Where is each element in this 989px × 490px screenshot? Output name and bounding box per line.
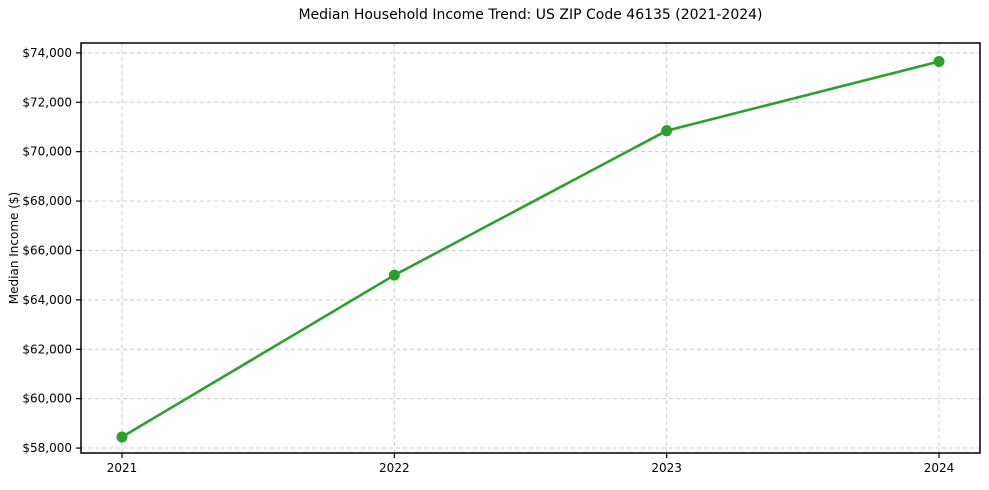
trend-line bbox=[120, 60, 941, 439]
y-tick-label: $64,000 bbox=[22, 293, 72, 307]
data-point-marker bbox=[116, 431, 128, 443]
y-tick-label: $58,000 bbox=[22, 441, 72, 455]
y-tick-label: $74,000 bbox=[22, 46, 72, 60]
y-tick-label: $62,000 bbox=[22, 342, 72, 356]
x-tick-label: 2022 bbox=[379, 461, 410, 475]
data-point-marker bbox=[388, 269, 400, 281]
y-tick-label: $70,000 bbox=[22, 145, 72, 159]
y-tick-label: $66,000 bbox=[22, 243, 72, 257]
chart-title: Median Household Income Trend: US ZIP Co… bbox=[298, 7, 763, 23]
x-tick-label: 2021 bbox=[107, 461, 138, 475]
y-tick-label: $68,000 bbox=[22, 194, 72, 208]
x-tick-label: 2023 bbox=[651, 461, 682, 475]
y-tick-label: $72,000 bbox=[22, 95, 72, 109]
x-tick-label: 2024 bbox=[924, 461, 955, 475]
data-point-marker bbox=[661, 125, 673, 137]
data-point-marker bbox=[933, 56, 945, 68]
y-tick-label: $60,000 bbox=[22, 392, 72, 406]
plot-border bbox=[80, 42, 981, 454]
